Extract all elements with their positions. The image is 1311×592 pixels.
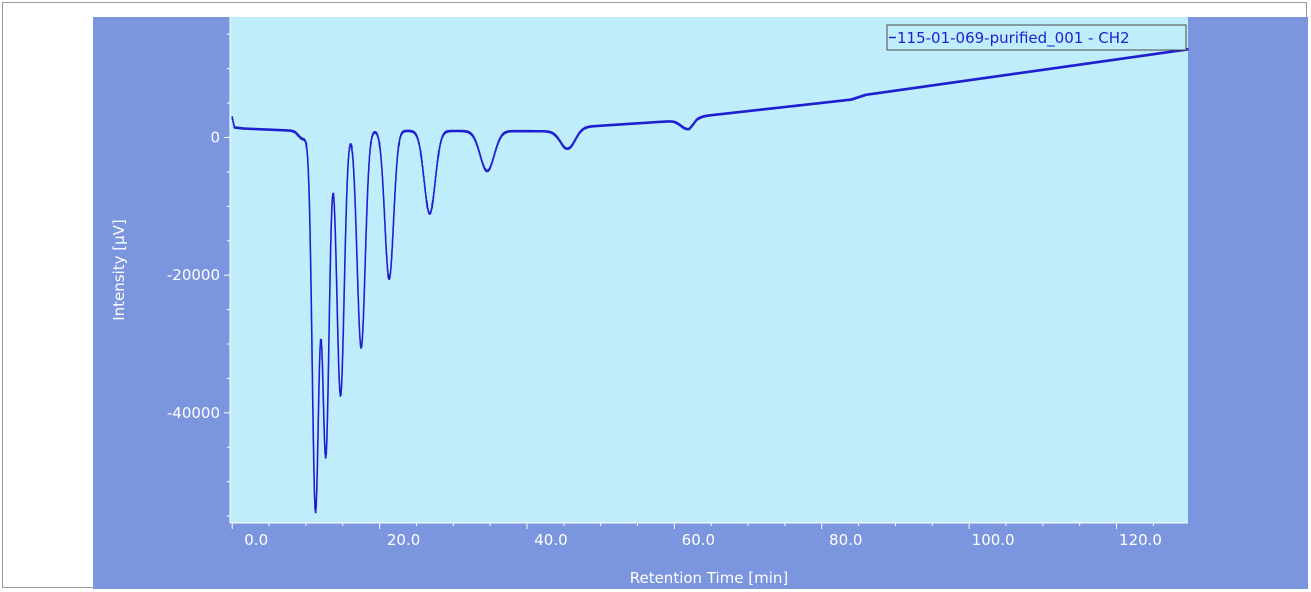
y-tick-label: 0 [210,128,220,146]
x-tick-label: 120.0 [1119,531,1162,549]
y-tick-label: -20000 [167,266,220,284]
x-tick-label: 20.0 [387,531,420,549]
x-tick-label: 80.0 [829,531,862,549]
x-tick-label: 60.0 [682,531,715,549]
series-line [231,48,1189,514]
x-tick-label: 40.0 [534,531,567,549]
y-tick-label: -40000 [167,404,220,422]
y-axis-label: Intensity [µV] [110,219,128,321]
legend-box [886,24,1187,51]
y-axis-ticks: 0 -20000 -40000 [167,33,230,517]
legend: 115-01-069-purified_001 - CH2 [886,24,1187,51]
x-axis-label: Retention Time [min] [630,569,789,587]
x-tick-label: 0.0 [244,531,268,549]
legend-series-name: 115-01-069-purified_001 - CH2 [897,29,1130,48]
plot-area [230,17,1188,523]
x-tick-label: 100.0 [972,531,1015,549]
chromatogram-chart: 0 -20000 -40000 0.0 20.0 40.0 60.0 80.0 100.0 12… [93,17,1308,589]
